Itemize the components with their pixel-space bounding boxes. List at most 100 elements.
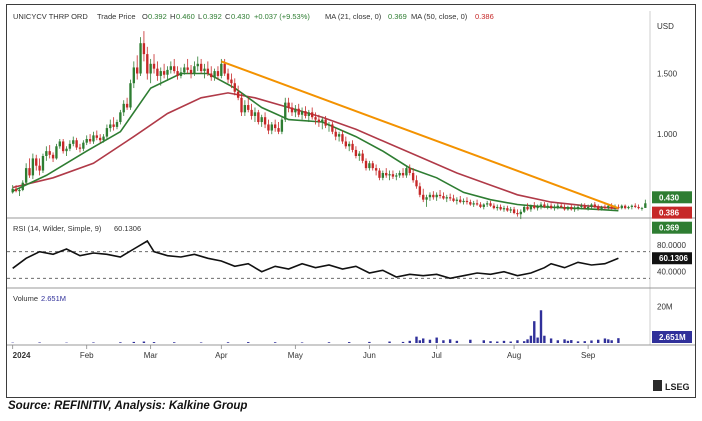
candle	[348, 141, 351, 152]
legend-close-key: C	[225, 12, 231, 21]
legend-close-value: 0.430	[231, 12, 250, 21]
candle-body	[543, 204, 546, 207]
candle	[509, 206, 512, 213]
candle	[95, 130, 98, 141]
candle-body	[546, 205, 549, 207]
candle-body	[411, 172, 415, 181]
candle-body	[314, 117, 317, 120]
candle-body	[593, 204, 597, 207]
candles-layer	[11, 31, 647, 220]
rsi-value-marker-text: 60.1306	[659, 254, 688, 263]
candle	[51, 152, 55, 163]
candle	[644, 199, 647, 208]
candle-body	[250, 109, 253, 116]
candle	[472, 200, 475, 207]
candle	[549, 203, 553, 210]
volume-bar	[152, 342, 156, 343]
candle-body	[109, 124, 112, 129]
candle	[129, 79, 132, 110]
candle-body	[129, 83, 132, 108]
volume-bar	[536, 337, 539, 343]
candle-body	[485, 203, 489, 205]
candle-body	[220, 63, 223, 76]
candle-body	[637, 206, 640, 209]
candle	[378, 168, 381, 181]
candle-body	[45, 151, 48, 156]
volume-bar	[529, 335, 533, 343]
volume-bar	[570, 340, 573, 343]
candle-body	[78, 147, 82, 149]
candle-body	[284, 102, 287, 120]
volume-bar	[502, 340, 506, 343]
candle	[196, 56, 199, 72]
candle	[109, 119, 112, 132]
candle-body	[401, 172, 405, 176]
candle	[374, 164, 378, 176]
candle	[65, 146, 68, 156]
candle	[55, 143, 58, 160]
volume-bar	[247, 342, 250, 343]
legend-open-value: 0.392	[148, 12, 167, 21]
candle-body	[82, 142, 85, 149]
candle-body	[122, 103, 125, 113]
volume-marker: 2.651M	[652, 331, 692, 343]
candle	[210, 66, 213, 81]
candle	[324, 115, 327, 129]
volume-bar	[408, 340, 411, 343]
volume-bar	[533, 321, 536, 343]
candle	[125, 97, 129, 110]
volume-bar	[388, 341, 391, 343]
candle-body	[374, 168, 378, 171]
candle-body	[526, 206, 529, 210]
candle	[61, 139, 65, 154]
candle-body	[11, 188, 14, 193]
candle	[408, 164, 411, 176]
volume-bar	[522, 341, 526, 343]
candle-body	[304, 111, 307, 116]
candle-body	[196, 63, 199, 67]
candle	[216, 66, 220, 80]
candle	[294, 105, 297, 118]
candle-body	[75, 140, 78, 148]
candle-body	[51, 154, 55, 159]
candle-body	[226, 73, 230, 80]
candle-body	[176, 71, 179, 76]
candle-body	[630, 205, 634, 207]
candle	[233, 78, 236, 96]
candle	[597, 204, 600, 211]
candle	[146, 46, 149, 80]
candle-body	[533, 205, 536, 209]
candle	[519, 209, 522, 220]
source-caption: Source: REFINITIV, Analysis: Kalkine Gro…	[8, 400, 248, 412]
candle-body	[14, 188, 18, 192]
legend-ma-fast-label: MA (21, close, 0)	[325, 12, 382, 21]
price-marker-1-box	[652, 206, 692, 219]
candle	[186, 58, 189, 74]
candle	[273, 119, 277, 132]
candle	[603, 204, 607, 210]
candle	[173, 58, 176, 74]
price-panel: UNICYCV THRP ORD Trade Price O 0.392 H 0…	[7, 11, 695, 346]
volume-bar	[607, 339, 610, 343]
candle-body	[469, 202, 472, 205]
candle	[475, 199, 479, 206]
candle	[422, 188, 425, 203]
candle-body	[462, 200, 465, 203]
rsi-marker: 60.1306	[652, 252, 692, 265]
volume-bar	[516, 340, 519, 343]
candle	[385, 168, 388, 178]
candle-body	[570, 206, 573, 210]
candle	[499, 204, 502, 211]
candle-body	[132, 67, 136, 84]
candle	[634, 203, 637, 209]
candle-body	[620, 205, 623, 209]
candle-body	[48, 151, 51, 155]
volume-bar	[566, 340, 570, 343]
candle-body	[125, 103, 129, 108]
candle-body	[310, 112, 314, 118]
candle	[401, 168, 405, 178]
candle-body	[179, 72, 183, 76]
candle	[189, 65, 193, 79]
candle	[637, 204, 640, 210]
candle-body	[364, 160, 368, 169]
